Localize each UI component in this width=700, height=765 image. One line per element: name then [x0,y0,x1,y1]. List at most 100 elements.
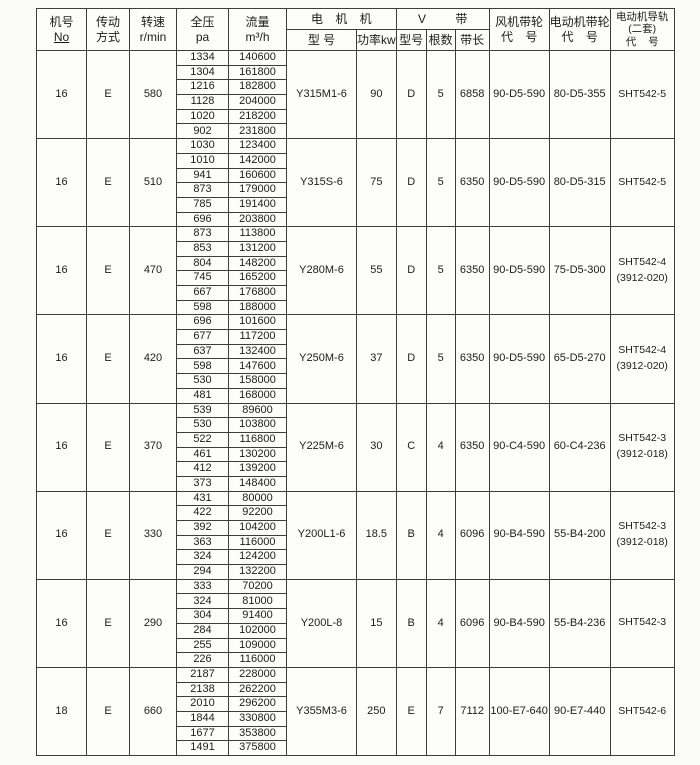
cell-belt-length: 6096 [454,578,490,668]
cell-rail-code: SHT542-3 (3912-018) [609,490,675,580]
cell-fan-pulley-code: 90-D5-590 [488,49,550,140]
table-row: 1216 182800 [37,79,675,96]
cell-belt-count: 4 [425,402,456,492]
cell-pressure: 1334 [176,50,229,66]
cell-flow: 124200 [228,549,287,566]
cell-pressure: 1844 [176,710,229,727]
table-row: 16 E 330 431 80000 Y200L1-6 18.5 B 4 6096 90-B4-59… [36,490,675,580]
cell-pressure: 422 [176,505,229,521]
cell-belt-length: 6350 [454,402,490,492]
cell-flow: 113800 [228,226,287,242]
cell-belt-length: 6858 [454,49,490,140]
cell-pressure: 785 [176,196,229,213]
header-motor-pulley: 电动机带轮 代 号 [548,8,611,51]
cell-flow: 204000 [228,94,287,110]
table-row: 461 130200 [37,446,675,463]
cell-flow: 203800 [228,211,287,228]
cell-flow: 158000 [228,373,287,389]
cell-pressure: 1677 [176,725,229,742]
cell-belt-type: D [395,49,427,140]
cell-pressure: 226 [176,652,229,668]
cell-motor-model: Y315S-6 [286,138,357,228]
cell-power: 250 [356,666,397,757]
cell-power: 55 [356,226,397,316]
table-row: 1020 218200 [37,108,675,125]
cell-flow: 176800 [228,285,287,301]
header-vbelt-group: V 带 [395,8,490,30]
header-belt-count: 根数 [425,29,456,51]
cell-pressure: 2010 [176,696,229,712]
cell-machine-no: 16 [36,578,87,668]
cell-pressure: 412 [176,461,229,477]
header-machine-no: 机号 No [36,8,87,51]
header-row-2: 型 号 功率kw 型号 根数 带长 [37,29,675,51]
cell-flow: 228000 [228,666,287,683]
cell-belt-type: D [395,138,427,228]
cell-belt-type: D [395,226,427,316]
header-drive-type: 传动 方式 [86,8,130,51]
table-row: 902 231800 [37,123,675,140]
header-motor-rail: 电动机导轨 (二套) 代 号 [609,8,675,51]
table-row: 226 116000 [37,652,675,668]
cell-flow: 160600 [228,167,287,184]
table-row: 522 116800 [37,431,675,448]
cell-speed: 420 [129,314,177,404]
cell-belt-count: 5 [425,138,456,228]
cell-pressure: 1020 [176,108,229,125]
cell-belt-count: 4 [425,578,456,668]
cell-machine-no: 18 [36,666,87,757]
table-row: 373 148400 [37,475,675,492]
cell-flow: 140600 [228,50,287,66]
cell-power: 90 [356,49,397,140]
cell-belt-count: 5 [425,49,456,140]
cell-pressure: 941 [176,167,229,184]
table-row: 324 81000 [37,593,675,610]
cell-speed: 580 [129,49,177,140]
cell-motor-pulley-code: 60-C4-236 [548,402,611,492]
table-row: 1844 330800 [37,710,675,727]
cell-pressure: 667 [176,285,229,301]
cell-motor-model: Y250M-6 [286,314,357,404]
table-row: 1491 375800 [37,740,675,756]
table-row: 16 E 510 1030 123400 Y315S-6 75 D 5 6350 90-D5-590… [36,138,675,228]
cell-rail-code: SHT542-4 (3912-020) [609,226,675,316]
table-row: 1128 204000 [37,94,675,110]
cell-fan-pulley-code: 90-D5-590 [488,138,550,228]
cell-machine-no: 16 [36,138,87,228]
table-row: 667 176800 [37,285,675,301]
table-row: 16 E 370 539 89600 Y225M-6 30 C 4 6350 90-C4-590 60… [36,402,675,492]
cell-motor-model: Y200L1-6 [286,490,357,580]
table-row: 294 132200 [37,564,675,580]
cell-flow: 142000 [228,152,287,169]
cell-pressure: 530 [176,373,229,389]
table-row: 873 179000 [37,182,675,198]
table-row: 745 165200 [37,270,675,286]
cell-belt-count: 5 [425,226,456,316]
cell-belt-type: B [395,490,427,580]
table-row: 412 139200 [37,461,675,477]
cell-speed: 330 [129,490,177,580]
cell-flow: 218200 [228,108,287,125]
table-row: 18 E 660 2187 228000 Y355M3-6 250 E 7 7112 100-E7-… [36,666,675,757]
cell-flow: 80000 [228,490,287,507]
cell-machine-no: 16 [36,226,87,316]
cell-belt-length: 6096 [454,490,490,580]
cell-flow: 103800 [228,417,287,433]
cell-motor-pulley-code: 55-B4-200 [548,490,611,580]
cell-drive-type: E [86,138,130,228]
cell-pressure: 1491 [176,740,229,756]
header-motor-model: 型 号 [286,29,357,51]
cell-flow: 130200 [228,446,287,463]
cell-pressure: 522 [176,431,229,448]
header-fan-pulley: 风机带轮 代 号 [488,8,550,51]
cell-flow: 296200 [228,696,287,712]
table-row: 853 131200 [37,240,675,257]
cell-flow: 123400 [228,138,287,154]
cell-drive-type: E [86,226,130,316]
cell-belt-length: 6350 [454,314,490,404]
cell-power: 30 [356,402,397,492]
cell-belt-type: B [395,578,427,668]
cell-speed: 660 [129,666,177,757]
cell-pressure: 677 [176,329,229,345]
